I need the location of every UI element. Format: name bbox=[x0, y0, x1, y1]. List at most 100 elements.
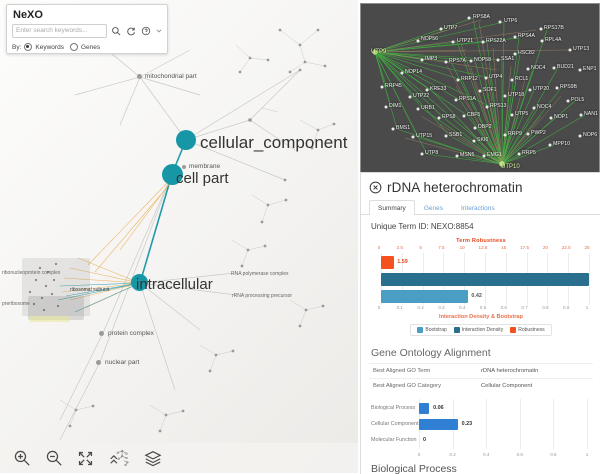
network-gene-utp6[interactable]: UTP6 bbox=[504, 18, 518, 24]
network-gene-ssa1[interactable]: SSA1 bbox=[501, 56, 515, 62]
network-gene-utp18[interactable]: UTP18 bbox=[508, 92, 525, 98]
chevron-down-icon[interactable] bbox=[155, 25, 162, 37]
legend-item-robustness[interactable]: Robustness bbox=[510, 327, 545, 333]
tab-genes[interactable]: Genes bbox=[423, 205, 443, 212]
network-gene-rcl1[interactable]: RCL1 bbox=[515, 76, 529, 82]
network-gene-emg1[interactable]: EMG1 bbox=[487, 152, 502, 158]
network-hub-utp9 bbox=[372, 49, 378, 55]
close-circle-icon[interactable] bbox=[369, 181, 382, 194]
top-tick-3: 7.5 bbox=[438, 245, 445, 250]
ontology-tree-canvas[interactable]: cellular_component cell part intracellul… bbox=[0, 0, 358, 473]
network-gene-utp9[interactable]: UTP9 bbox=[371, 49, 387, 55]
tree-node-mitochondrial-part[interactable] bbox=[137, 74, 142, 79]
zoom-in-icon[interactable] bbox=[12, 449, 31, 468]
network-gene-rrp12[interactable]: RRP12 bbox=[461, 76, 478, 82]
network-gene-dbp2[interactable]: DBP2 bbox=[478, 124, 492, 130]
network-gene-utp20[interactable]: UTP20 bbox=[533, 86, 550, 92]
network-gene-enp1[interactable]: ENP1 bbox=[583, 66, 597, 72]
network-gene-rps7a[interactable]: RPS7A bbox=[449, 58, 467, 64]
go-gridline bbox=[553, 399, 555, 449]
radio-keywords[interactable] bbox=[24, 43, 33, 51]
unique-term-id: Unique Term ID: NEXO:8854 bbox=[371, 222, 474, 231]
network-gene-utp7[interactable]: UTP7 bbox=[444, 25, 458, 31]
tree-label-ribosomal-subunit: ribosomal subunit bbox=[70, 287, 110, 293]
network-gene-nop1[interactable]: NOP1 bbox=[554, 114, 569, 120]
network-gene-utp22[interactable]: UTP22 bbox=[413, 93, 430, 99]
network-gene-bud21[interactable]: BUD21 bbox=[557, 64, 574, 70]
network-gene-noc4[interactable]: NOC4 bbox=[537, 104, 552, 110]
tree-node-intracellular[interactable] bbox=[131, 274, 148, 291]
network-gene-rrp45[interactable]: RRP45 bbox=[385, 83, 402, 89]
network-gene-kre33[interactable]: KRE33 bbox=[430, 86, 447, 92]
network-gene-rps17b[interactable]: RPS17B bbox=[544, 25, 564, 31]
network-gene-rpl4a[interactable]: RPL4A bbox=[545, 37, 562, 43]
network-gene-utp5[interactable]: UTP5 bbox=[515, 111, 529, 117]
network-gene-rrp9[interactable]: RRP9 bbox=[508, 131, 522, 137]
tab-interactions[interactable]: Interactions bbox=[460, 205, 495, 212]
network-gene-pol5[interactable]: POL5 bbox=[571, 97, 585, 103]
tree-label-ribonucleoprotein-complex: ribonucleoprotein complex bbox=[2, 270, 61, 276]
help-icon[interactable] bbox=[140, 25, 152, 37]
network-gene-cbf5[interactable]: CBF5 bbox=[467, 112, 481, 118]
network-gene-rps4a[interactable]: RPS4A bbox=[518, 33, 536, 39]
network-gene-utp15[interactable]: UTP15 bbox=[416, 133, 433, 139]
network-gene-bms1[interactable]: BMS1 bbox=[396, 125, 411, 131]
go-category-molecular-function: Molecular Function bbox=[371, 437, 417, 443]
zoom-out-icon[interactable] bbox=[44, 449, 63, 468]
term-header: rDNA heterochromatin bbox=[361, 173, 600, 199]
network-gene-imp3[interactable]: IMP3 bbox=[425, 56, 438, 62]
search-icon[interactable] bbox=[110, 25, 122, 37]
bottom-tick-9: 0.9 bbox=[562, 305, 570, 310]
network-gene-pwp2[interactable]: PWP2 bbox=[531, 130, 546, 136]
top-tick-2: 5 bbox=[419, 245, 422, 250]
legend-item-interaction-density[interactable]: Interaction Density bbox=[453, 327, 503, 333]
network-gene-rrp5[interactable]: RRP5 bbox=[522, 150, 536, 156]
go-tick-0: 0 bbox=[417, 452, 421, 457]
network-gene-hsc82[interactable]: HSC82 bbox=[518, 50, 535, 56]
go-value-biological-process: 0.06 bbox=[433, 405, 444, 411]
tree-node-membrane[interactable] bbox=[182, 165, 186, 169]
search-input[interactable]: Enter search keywords... bbox=[12, 24, 108, 38]
network-gene-noc4[interactable]: NOC4 bbox=[531, 65, 546, 71]
network-gene-utp10[interactable]: UTP10 bbox=[501, 164, 520, 170]
go-category-biological-process: Biological Process bbox=[371, 405, 416, 411]
network-gene-msn5[interactable]: MSN5 bbox=[460, 152, 475, 158]
tree-node-protein-complex[interactable] bbox=[99, 331, 104, 336]
network-gene-rps9b[interactable]: RPS9B bbox=[560, 84, 578, 90]
tree-node-cell-part[interactable] bbox=[162, 164, 183, 185]
layers-icon[interactable] bbox=[143, 449, 162, 468]
tree-node-nuclear-part[interactable] bbox=[96, 360, 101, 365]
network-gene-rps1a[interactable]: RPS1A bbox=[459, 96, 477, 102]
network-gene-rps13[interactable]: RPS13 bbox=[490, 103, 507, 109]
network-gene-nop6[interactable]: NOP6 bbox=[583, 132, 598, 138]
network-gene-rps8[interactable]: RPS8 bbox=[442, 114, 456, 120]
network-gene-nan1[interactable]: NAN1 bbox=[584, 111, 598, 117]
tree-node-cellular-component[interactable] bbox=[176, 130, 196, 150]
network-gene-utp4[interactable]: UTP4 bbox=[489, 74, 503, 80]
collapse-icon[interactable] bbox=[108, 449, 130, 468]
radio-keywords-label: Keywords bbox=[35, 43, 64, 51]
tab-summary[interactable]: Summary bbox=[369, 200, 415, 215]
fit-screen-icon[interactable] bbox=[76, 449, 95, 468]
interaction-network-view[interactable]: UTP9 RPS8A UTP6 UTP7 RPS17B NOP56 UTP21 RPS22A R… bbox=[360, 3, 600, 173]
bottom-tick-7: 0.7 bbox=[521, 305, 528, 310]
network-gene-ski6[interactable]: SKI6 bbox=[477, 137, 489, 143]
network-gene-sof1[interactable]: SOF1 bbox=[483, 87, 497, 93]
network-gene-utp8[interactable]: UTP8 bbox=[425, 150, 439, 156]
radio-genes[interactable] bbox=[69, 43, 78, 51]
network-gene-urb1[interactable]: URB1 bbox=[421, 105, 435, 111]
network-gene-utp13[interactable]: UTP13 bbox=[573, 46, 590, 52]
network-gene-mpp10[interactable]: MPP10 bbox=[553, 141, 571, 147]
bar-bootstrap bbox=[381, 290, 469, 303]
refresh-icon[interactable] bbox=[125, 25, 137, 37]
network-gene-rps8a[interactable]: RPS8A bbox=[473, 14, 491, 20]
network-gene-ssb1[interactable]: SSB1 bbox=[449, 132, 463, 138]
network-gene-nop14[interactable]: NOP14 bbox=[405, 69, 423, 75]
network-gene-utp21[interactable]: UTP21 bbox=[457, 38, 474, 44]
network-gene-nop56[interactable]: NOP56 bbox=[421, 36, 439, 42]
legend-item-bootstrap[interactable]: Bootstrap bbox=[417, 327, 447, 333]
network-gene-nop58[interactable]: NOP58 bbox=[474, 57, 492, 63]
network-gene-dim1[interactable]: DIM1 bbox=[389, 103, 402, 109]
network-gene-rps22a[interactable]: RPS22A bbox=[486, 38, 506, 44]
go-alignment-title: Gene Ontology Alignment bbox=[371, 347, 491, 359]
